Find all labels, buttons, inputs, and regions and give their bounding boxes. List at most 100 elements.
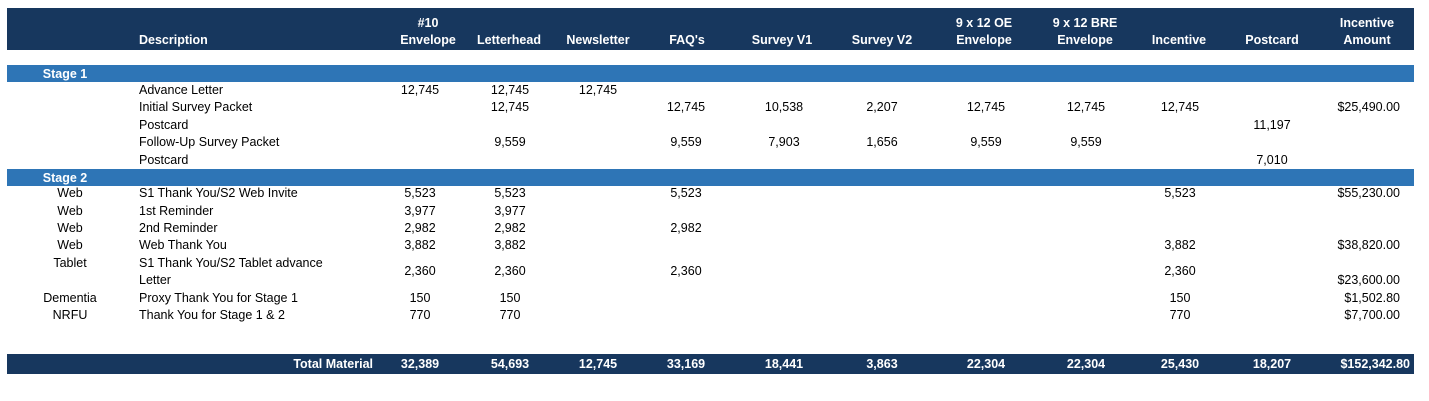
table-cell-description: Follow-Up Survey Packet: [139, 135, 280, 149]
total-cell: 3,863: [866, 357, 898, 371]
col-header-bre-envelope-line2: Envelope: [1057, 33, 1113, 47]
table-cell: 9,559: [494, 135, 526, 149]
table-cell: 5,523: [670, 186, 702, 200]
table-cell: $38,820.00: [1337, 238, 1400, 252]
table-cell: 5,523: [404, 186, 436, 200]
table-cell: 12,745: [578, 83, 618, 97]
table-cell-mode: NRFU: [52, 308, 88, 322]
table-cell: $25,490.00: [1337, 100, 1400, 114]
table-cell-description: Web Thank You: [139, 238, 227, 252]
table-cell: 2,360: [494, 264, 526, 278]
col-header-survey-v2: Survey V2: [851, 33, 913, 47]
table-cell-description: Initial Survey Packet: [139, 100, 253, 114]
total-cell: 32,389: [400, 357, 440, 371]
table-cell: $1,502.80: [1344, 291, 1400, 305]
col-header-incentive-amount-line2: Amount: [1343, 33, 1391, 47]
col-header-survey-v1: Survey V1: [751, 33, 813, 47]
table-cell: 2,982: [404, 221, 436, 235]
table-cell: 11,197: [1253, 118, 1291, 132]
table-cell: $55,230.00: [1337, 186, 1400, 200]
table-cell-description: S1 Thank You/S2 Web Invite: [139, 186, 298, 200]
col-header-postcard: Postcard: [1245, 33, 1299, 47]
totals-label: Total Material: [293, 357, 373, 371]
stage-1-label: Stage 1: [42, 67, 88, 81]
col-header-newsletter: Newsletter: [566, 33, 630, 47]
table-cell: 2,360: [404, 264, 436, 278]
table-cell-description: Advance Letter: [139, 83, 224, 97]
total-cell: 22,304: [966, 357, 1006, 371]
total-cell: 22,304: [1066, 357, 1106, 371]
col-header-oe-envelope-line1: 9 x 12 OE: [955, 16, 1013, 30]
table-cell-mode: Web: [57, 204, 83, 218]
table-cell-mode: Tablet: [53, 256, 87, 270]
table-cell: 150: [499, 291, 521, 305]
table-cell: 770: [409, 308, 431, 322]
table-cell: 3,882: [494, 238, 526, 252]
table-cell-mode: Web: [57, 186, 83, 200]
table-cell: 3,977: [404, 204, 436, 218]
table-cell-mode: Web: [57, 238, 83, 252]
table-cell: 10,538: [764, 100, 804, 114]
total-cell: 25,430: [1160, 357, 1200, 371]
table-cell: 12,745: [1160, 100, 1200, 114]
table-cell: 9,559: [670, 135, 702, 149]
table-cell: 9,559: [970, 135, 1002, 149]
col-header-bre-envelope-line1: 9 x 12 BRE: [1052, 16, 1118, 30]
table-cell: 12,745: [666, 100, 706, 114]
table-header: Description #10 Envelope Letterhead News…: [7, 8, 1414, 50]
table-cell: 150: [1169, 291, 1191, 305]
total-cell: 33,169: [666, 357, 706, 371]
table-cell: 12,745: [490, 83, 530, 97]
table-cell: 150: [409, 291, 431, 305]
table-cell: 770: [499, 308, 521, 322]
table-cell: $7,700.00: [1344, 308, 1400, 322]
total-cell: 12,745: [578, 357, 618, 371]
table-cell-mode: Dementia: [43, 291, 97, 305]
table-cell-description: Postcard: [139, 118, 189, 132]
total-cell: 54,693: [490, 357, 530, 371]
table-cell: 9,559: [1070, 135, 1102, 149]
table-cell: 5,523: [1164, 186, 1196, 200]
table-cell: 12,745: [1066, 100, 1106, 114]
table-cell: 12,745: [490, 100, 530, 114]
total-cell: 18,441: [764, 357, 804, 371]
stage-2-label: Stage 2: [42, 171, 88, 185]
table-cell-description: 2nd Reminder: [139, 221, 218, 235]
stage-2-band: Stage 2: [7, 169, 1414, 186]
table-cell: 3,882: [404, 238, 436, 252]
table-cell: 12,745: [966, 100, 1006, 114]
table-cell: 2,982: [670, 221, 702, 235]
table-cell-description: Proxy Thank You for Stage 1: [139, 291, 298, 305]
col-header-envelope-10-line2: Envelope: [400, 33, 456, 47]
col-header-faqs: FAQ's: [669, 33, 705, 47]
col-header-incentive: Incentive: [1151, 33, 1207, 47]
total-cell: $152,342.80: [1340, 357, 1410, 371]
table-cell: 1,656: [866, 135, 898, 149]
totals-row: Total Material 32,389 54,693 12,745 33,1…: [7, 354, 1414, 374]
table-cell: 770: [1169, 308, 1191, 322]
col-header-description: Description: [139, 33, 208, 47]
col-header-envelope-10-line1: #10: [417, 16, 439, 30]
table-cell: 3,882: [1164, 238, 1196, 252]
table-cell: $23,600.00: [1337, 273, 1400, 287]
table-cell-description: Postcard: [139, 153, 189, 167]
table-cell: 2,360: [670, 264, 702, 278]
table-cell-mode: Web: [57, 221, 83, 235]
col-header-oe-envelope-line2: Envelope: [956, 33, 1012, 47]
stage-1-band: Stage 1: [7, 65, 1414, 82]
col-header-incentive-amount-line1: Incentive: [1339, 16, 1395, 30]
table-cell-description: S1 Thank You/S2 Tablet advance: [139, 256, 323, 270]
table-cell: 7,903: [768, 135, 800, 149]
table-cell-description-continued: Letter: [139, 273, 171, 287]
table-cell: 5,523: [494, 186, 526, 200]
table-cell: 3,977: [494, 204, 526, 218]
table-cell: 2,360: [1164, 264, 1196, 278]
table-cell: 2,982: [494, 221, 526, 235]
table-cell: 7,010: [1256, 153, 1288, 167]
table-cell: 12,745: [400, 83, 440, 97]
table-cell-description: Thank You for Stage 1 & 2: [139, 308, 285, 322]
table-cell-description: 1st Reminder: [139, 204, 214, 218]
table-cell: 2,207: [866, 100, 898, 114]
col-header-letterhead: Letterhead: [477, 33, 541, 47]
total-cell: 18,207: [1252, 357, 1292, 371]
